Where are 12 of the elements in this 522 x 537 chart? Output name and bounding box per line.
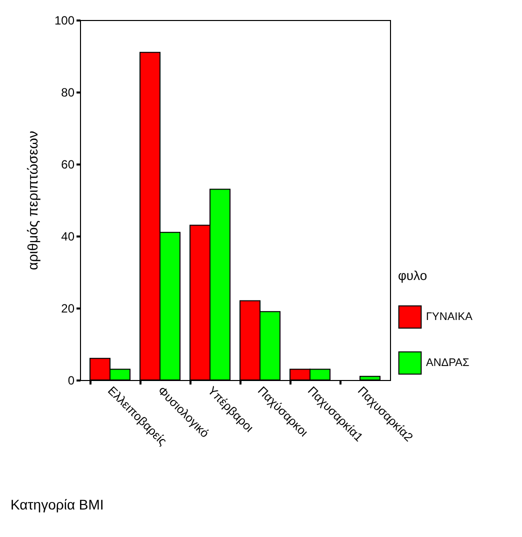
legend-label: ΑΝΔΡΑΣ [426, 357, 470, 369]
x-axis-title: Κατηγορία BMI [10, 496, 104, 512]
legend-label: ΓΥΝΑΙΚΑ [426, 311, 474, 323]
legend-title: φυλο [398, 268, 428, 283]
y-tick-label: 100 [54, 14, 75, 28]
bar [360, 376, 380, 380]
y-tick-label: 0 [68, 374, 75, 388]
y-axis-title: αριθμός περιπτώσεων [24, 130, 40, 270]
y-tick-label: 80 [61, 86, 75, 100]
y-tick-label: 40 [61, 230, 75, 244]
y-tick-label: 60 [61, 158, 75, 172]
y-tick-label: 20 [61, 302, 75, 316]
